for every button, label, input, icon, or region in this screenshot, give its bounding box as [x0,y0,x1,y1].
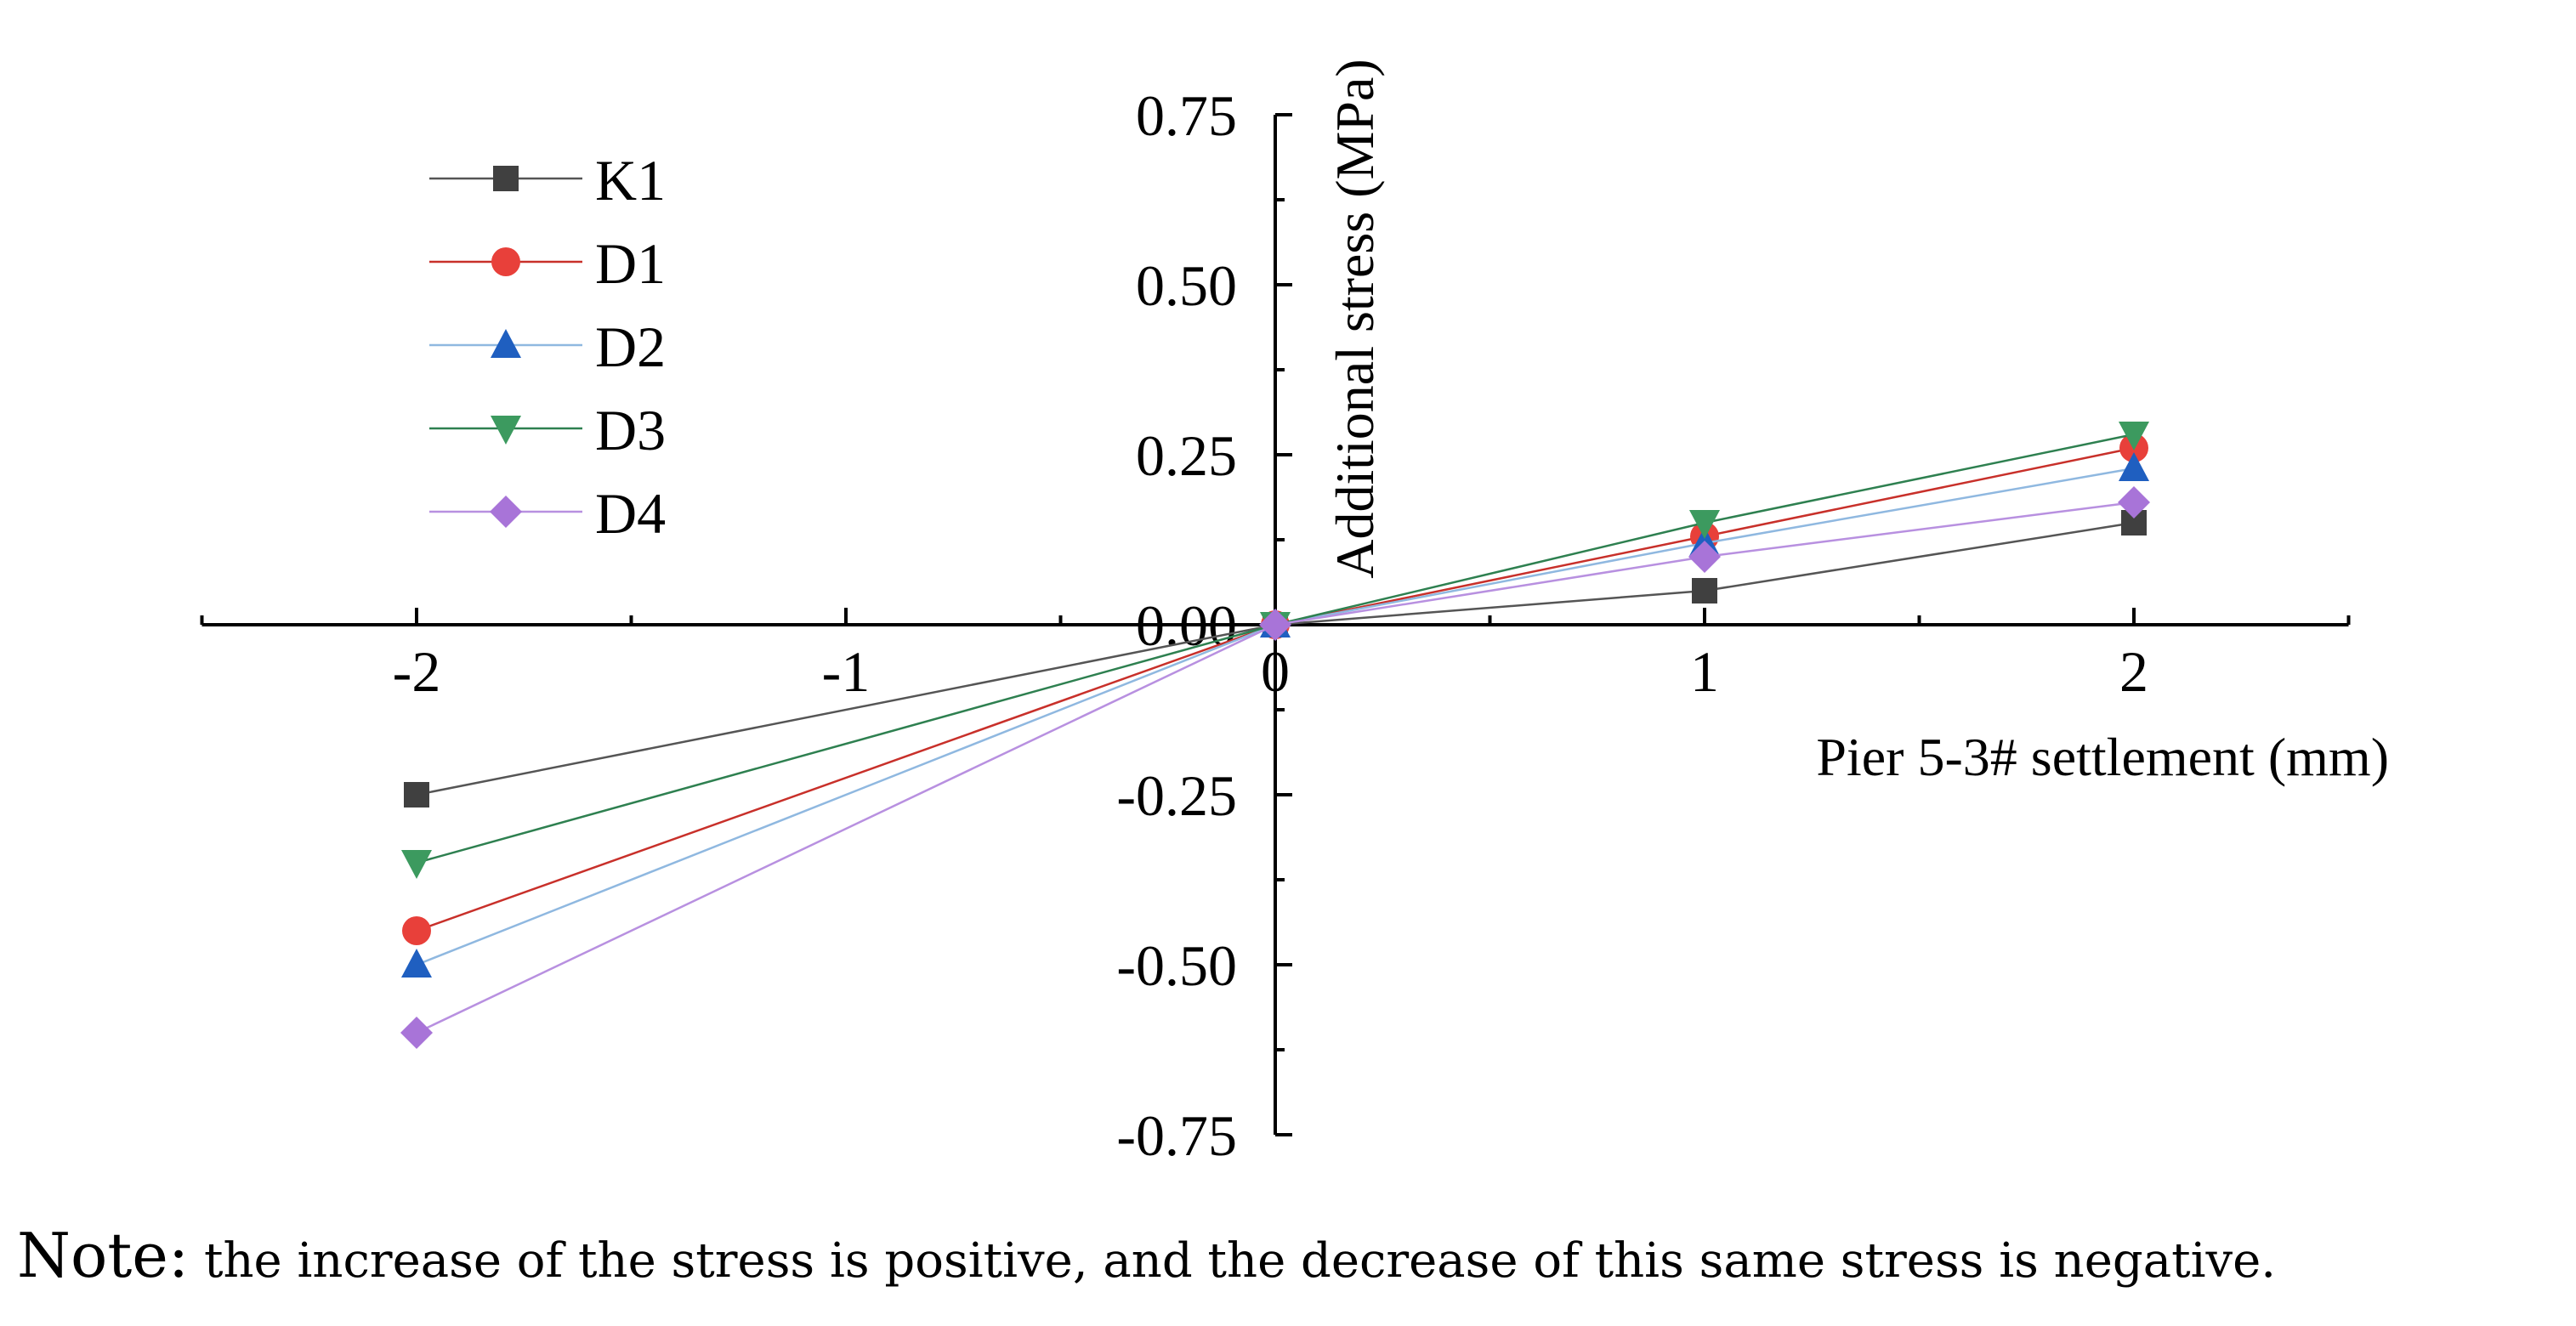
data-point-D4 [2118,486,2150,518]
data-point-D1 [402,916,431,945]
data-point-D3 [401,850,432,879]
x-axis-label: Pier 5-3# settlement (mm) [1816,727,2389,787]
legend-marker [491,329,521,358]
data-point-D4 [1688,541,1721,573]
x-tick-label: 0 [1261,639,1290,704]
data-point-D4 [1259,609,1291,641]
legend-label: D1 [595,231,666,296]
legend-marker [493,166,519,191]
data-point-D2 [2119,452,2149,481]
x-tick-label: -1 [822,639,871,704]
y-tick-label: -0.25 [1116,763,1237,828]
note-text: the increase of the stress is positive, … [189,1233,2277,1289]
series-line-D3 [416,433,2135,864]
legend-label: D3 [595,398,666,462]
chart-note: Note: the increase of the stress is posi… [17,1220,2567,1291]
series-line-D4 [416,501,2135,1034]
y-tick-label: -0.50 [1116,933,1237,998]
axes: -2 -1 0 1 2 -0.75 -0.50 -0.25 0.00 0.25 0.50 0.75 [200,83,2351,1168]
y-tick-label: 0.75 [1136,83,1237,148]
y-tick-label: 0.50 [1136,253,1237,318]
series-D4 [400,486,2150,1049]
legend-marker [490,496,522,528]
legend-item-D2: D2 [429,314,666,379]
data-point-D2 [401,949,432,978]
series-layer [400,422,2150,1049]
legend-item-K1: K1 [429,148,666,212]
y-axis-label: Additional stress (MPa) [1325,59,1385,579]
legend-item-D4: D4 [429,481,666,546]
legend-marker [491,416,521,445]
series-line-D2 [416,467,2135,966]
data-point-D4 [400,1017,433,1049]
y-tick-label: 0.00 [1136,593,1237,658]
x-tick-label: 2 [2119,639,2148,704]
legend-label: D4 [595,481,666,546]
legend-label: K1 [595,148,666,212]
data-point-D3 [2119,422,2149,450]
y-tick-label: -0.75 [1116,1103,1237,1168]
data-point-K1 [404,782,429,808]
series-line-D1 [416,446,2135,932]
legend-item-D3: D3 [429,398,666,462]
x-tick-label: -2 [393,639,441,704]
y-tick-label: 0.25 [1136,423,1237,488]
data-point-D3 [1689,510,1720,539]
legend: K1 D1 D2 D3 D4 [429,148,666,546]
legend-label: D2 [595,314,666,379]
legend-item-D1: D1 [429,231,666,296]
series-line-K1 [416,521,2135,796]
note-label: Note: [17,1220,190,1291]
x-tick-label: 1 [1690,639,1719,704]
data-point-K1 [1692,578,1717,604]
legend-marker [491,247,520,276]
